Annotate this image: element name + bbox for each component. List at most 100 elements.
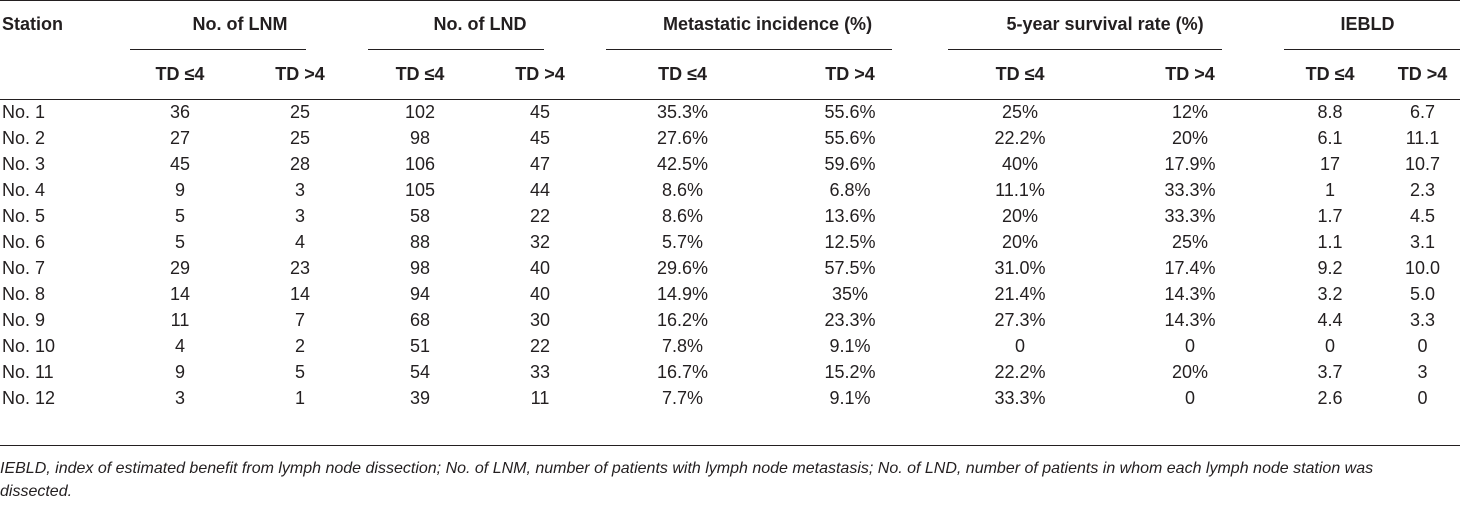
value-cell: 5.7% xyxy=(662,232,704,252)
value-cell: 14.9% xyxy=(657,284,709,304)
value-cell: 5 xyxy=(295,362,306,382)
station-cell: No. 6 xyxy=(2,232,46,252)
value-cell: 7.7% xyxy=(662,388,704,408)
subheader: TD ≤4 xyxy=(155,63,205,84)
value-cell: 106 xyxy=(404,154,436,174)
value-cell: 40% xyxy=(1002,154,1039,174)
table-row: No. 10 4 2 51 22 7.8% 9.1% 0 0 0 0 xyxy=(0,333,1460,359)
value-cell: 4.4 xyxy=(1317,310,1343,330)
subheader: TD >4 xyxy=(825,63,875,84)
value-cell: 23 xyxy=(289,258,311,278)
value-cell: 98 xyxy=(410,128,431,148)
value-cell: 55.6% xyxy=(824,102,876,122)
value-cell: 3 xyxy=(174,388,185,408)
value-cell: 7.8% xyxy=(662,336,704,356)
value-cell: 2 xyxy=(295,336,306,356)
table-footnote: IEBLD, index of estimated benefit from l… xyxy=(0,460,1374,500)
value-cell: 3.1 xyxy=(1410,232,1436,252)
value-cell: 40 xyxy=(530,258,551,278)
group-header-iebld: IEBLD xyxy=(1340,14,1395,34)
value-cell: 16.2% xyxy=(657,310,709,330)
value-cell: 25 xyxy=(289,128,311,148)
value-cell: 36 xyxy=(169,102,191,122)
value-cell: 30 xyxy=(530,310,551,330)
table-row: No. 12 3 1 39 11 7.7% 9.1% 33.3% 0 2.6 0 xyxy=(0,385,1460,411)
value-cell: 44 xyxy=(530,180,551,200)
value-cell: 14.3% xyxy=(1164,284,1216,304)
station-header: Station xyxy=(2,14,63,34)
value-cell: 47 xyxy=(530,154,551,174)
value-cell: 2.6 xyxy=(1317,388,1343,408)
table-row: No. 11 9 5 54 33 16.7% 15.2% 22.2% 20% 3.7 3 xyxy=(0,359,1460,385)
value-cell: 3.7 xyxy=(1317,362,1343,382)
value-cell: 28 xyxy=(289,154,311,174)
value-cell: 16.7% xyxy=(657,362,709,382)
value-cell: 3.2 xyxy=(1317,284,1343,304)
value-cell: 54 xyxy=(410,362,431,382)
value-cell: 0 xyxy=(1185,388,1196,408)
value-cell: 68 xyxy=(410,310,431,330)
station-cell: No. 10 xyxy=(2,336,56,356)
value-cell: 35.3% xyxy=(657,102,709,122)
value-cell: 51 xyxy=(410,336,431,356)
value-cell: 45 xyxy=(530,128,551,148)
value-cell: 39 xyxy=(410,388,431,408)
value-cell: 57.5% xyxy=(824,258,876,278)
header-bottom-rule xyxy=(0,99,1460,100)
value-cell: 35% xyxy=(832,284,869,304)
header-row-groups: Station No. of LNM No. of LND Metastatic… xyxy=(0,0,1460,48)
value-cell: 0 xyxy=(1015,336,1026,356)
value-cell: 33.3% xyxy=(1164,180,1216,200)
table-row: No. 9 11 7 68 30 16.2% 23.3% 27.3% 14.3% 4.4 3.3 xyxy=(0,307,1460,333)
value-cell: 33.3% xyxy=(1164,206,1216,226)
value-cell: 0 xyxy=(1185,336,1196,356)
value-cell: 3.3 xyxy=(1410,310,1436,330)
subheader: TD ≤4 xyxy=(1305,63,1355,84)
value-cell: 0 xyxy=(1417,388,1428,408)
value-cell: 27.3% xyxy=(994,310,1046,330)
station-cell: No. 9 xyxy=(2,310,46,330)
value-cell: 59.6% xyxy=(824,154,876,174)
value-cell: 1 xyxy=(295,388,306,408)
group-header-lnm: No. of LNM xyxy=(192,14,288,34)
value-cell: 3 xyxy=(295,206,306,226)
table-row: No. 6 5 4 88 32 5.7% 12.5% 20% 25% 1.1 3.1 xyxy=(0,229,1460,255)
station-cell: No. 4 xyxy=(2,180,46,200)
station-cell: No. 5 xyxy=(2,206,46,226)
value-cell: 31.0% xyxy=(994,258,1046,278)
table-top-rule xyxy=(0,0,1460,1)
value-cell: 13.6% xyxy=(824,206,876,226)
value-cell: 45 xyxy=(530,102,551,122)
value-cell: 27.6% xyxy=(657,128,709,148)
value-cell: 88 xyxy=(410,232,431,252)
value-cell: 3 xyxy=(1417,362,1428,382)
value-cell: 25 xyxy=(289,102,311,122)
group-header-metastatic: Metastatic incidence (%) xyxy=(663,14,873,34)
value-cell: 27 xyxy=(169,128,191,148)
value-cell: 22 xyxy=(530,336,551,356)
value-cell: 20% xyxy=(1002,232,1039,252)
station-cell: No. 2 xyxy=(2,128,46,148)
value-cell: 17.4% xyxy=(1164,258,1216,278)
value-cell: 5 xyxy=(174,232,185,252)
value-cell: 7 xyxy=(295,310,306,330)
subheader: TD ≤4 xyxy=(995,63,1045,84)
value-cell: 40 xyxy=(530,284,551,304)
value-cell: 22 xyxy=(530,206,551,226)
value-cell: 4.5 xyxy=(1410,206,1436,226)
value-cell: 14 xyxy=(289,284,311,304)
station-cell: No. 12 xyxy=(2,388,56,408)
value-cell: 14.3% xyxy=(1164,310,1216,330)
value-cell: 33.3% xyxy=(994,388,1046,408)
table-row: No. 8 14 14 94 40 14.9% 35% 21.4% 14.3% 3.2 5.0 xyxy=(0,281,1460,307)
value-cell: 32 xyxy=(530,232,551,252)
value-cell: 9 xyxy=(174,180,185,200)
value-cell: 15.2% xyxy=(824,362,876,382)
value-cell: 14 xyxy=(169,284,191,304)
value-cell: 20% xyxy=(1172,128,1209,148)
subheader: TD ≤4 xyxy=(395,63,445,84)
station-cell: No. 11 xyxy=(2,362,54,382)
value-cell: 5.0 xyxy=(1410,284,1436,304)
group-rule-lnm xyxy=(130,49,306,50)
